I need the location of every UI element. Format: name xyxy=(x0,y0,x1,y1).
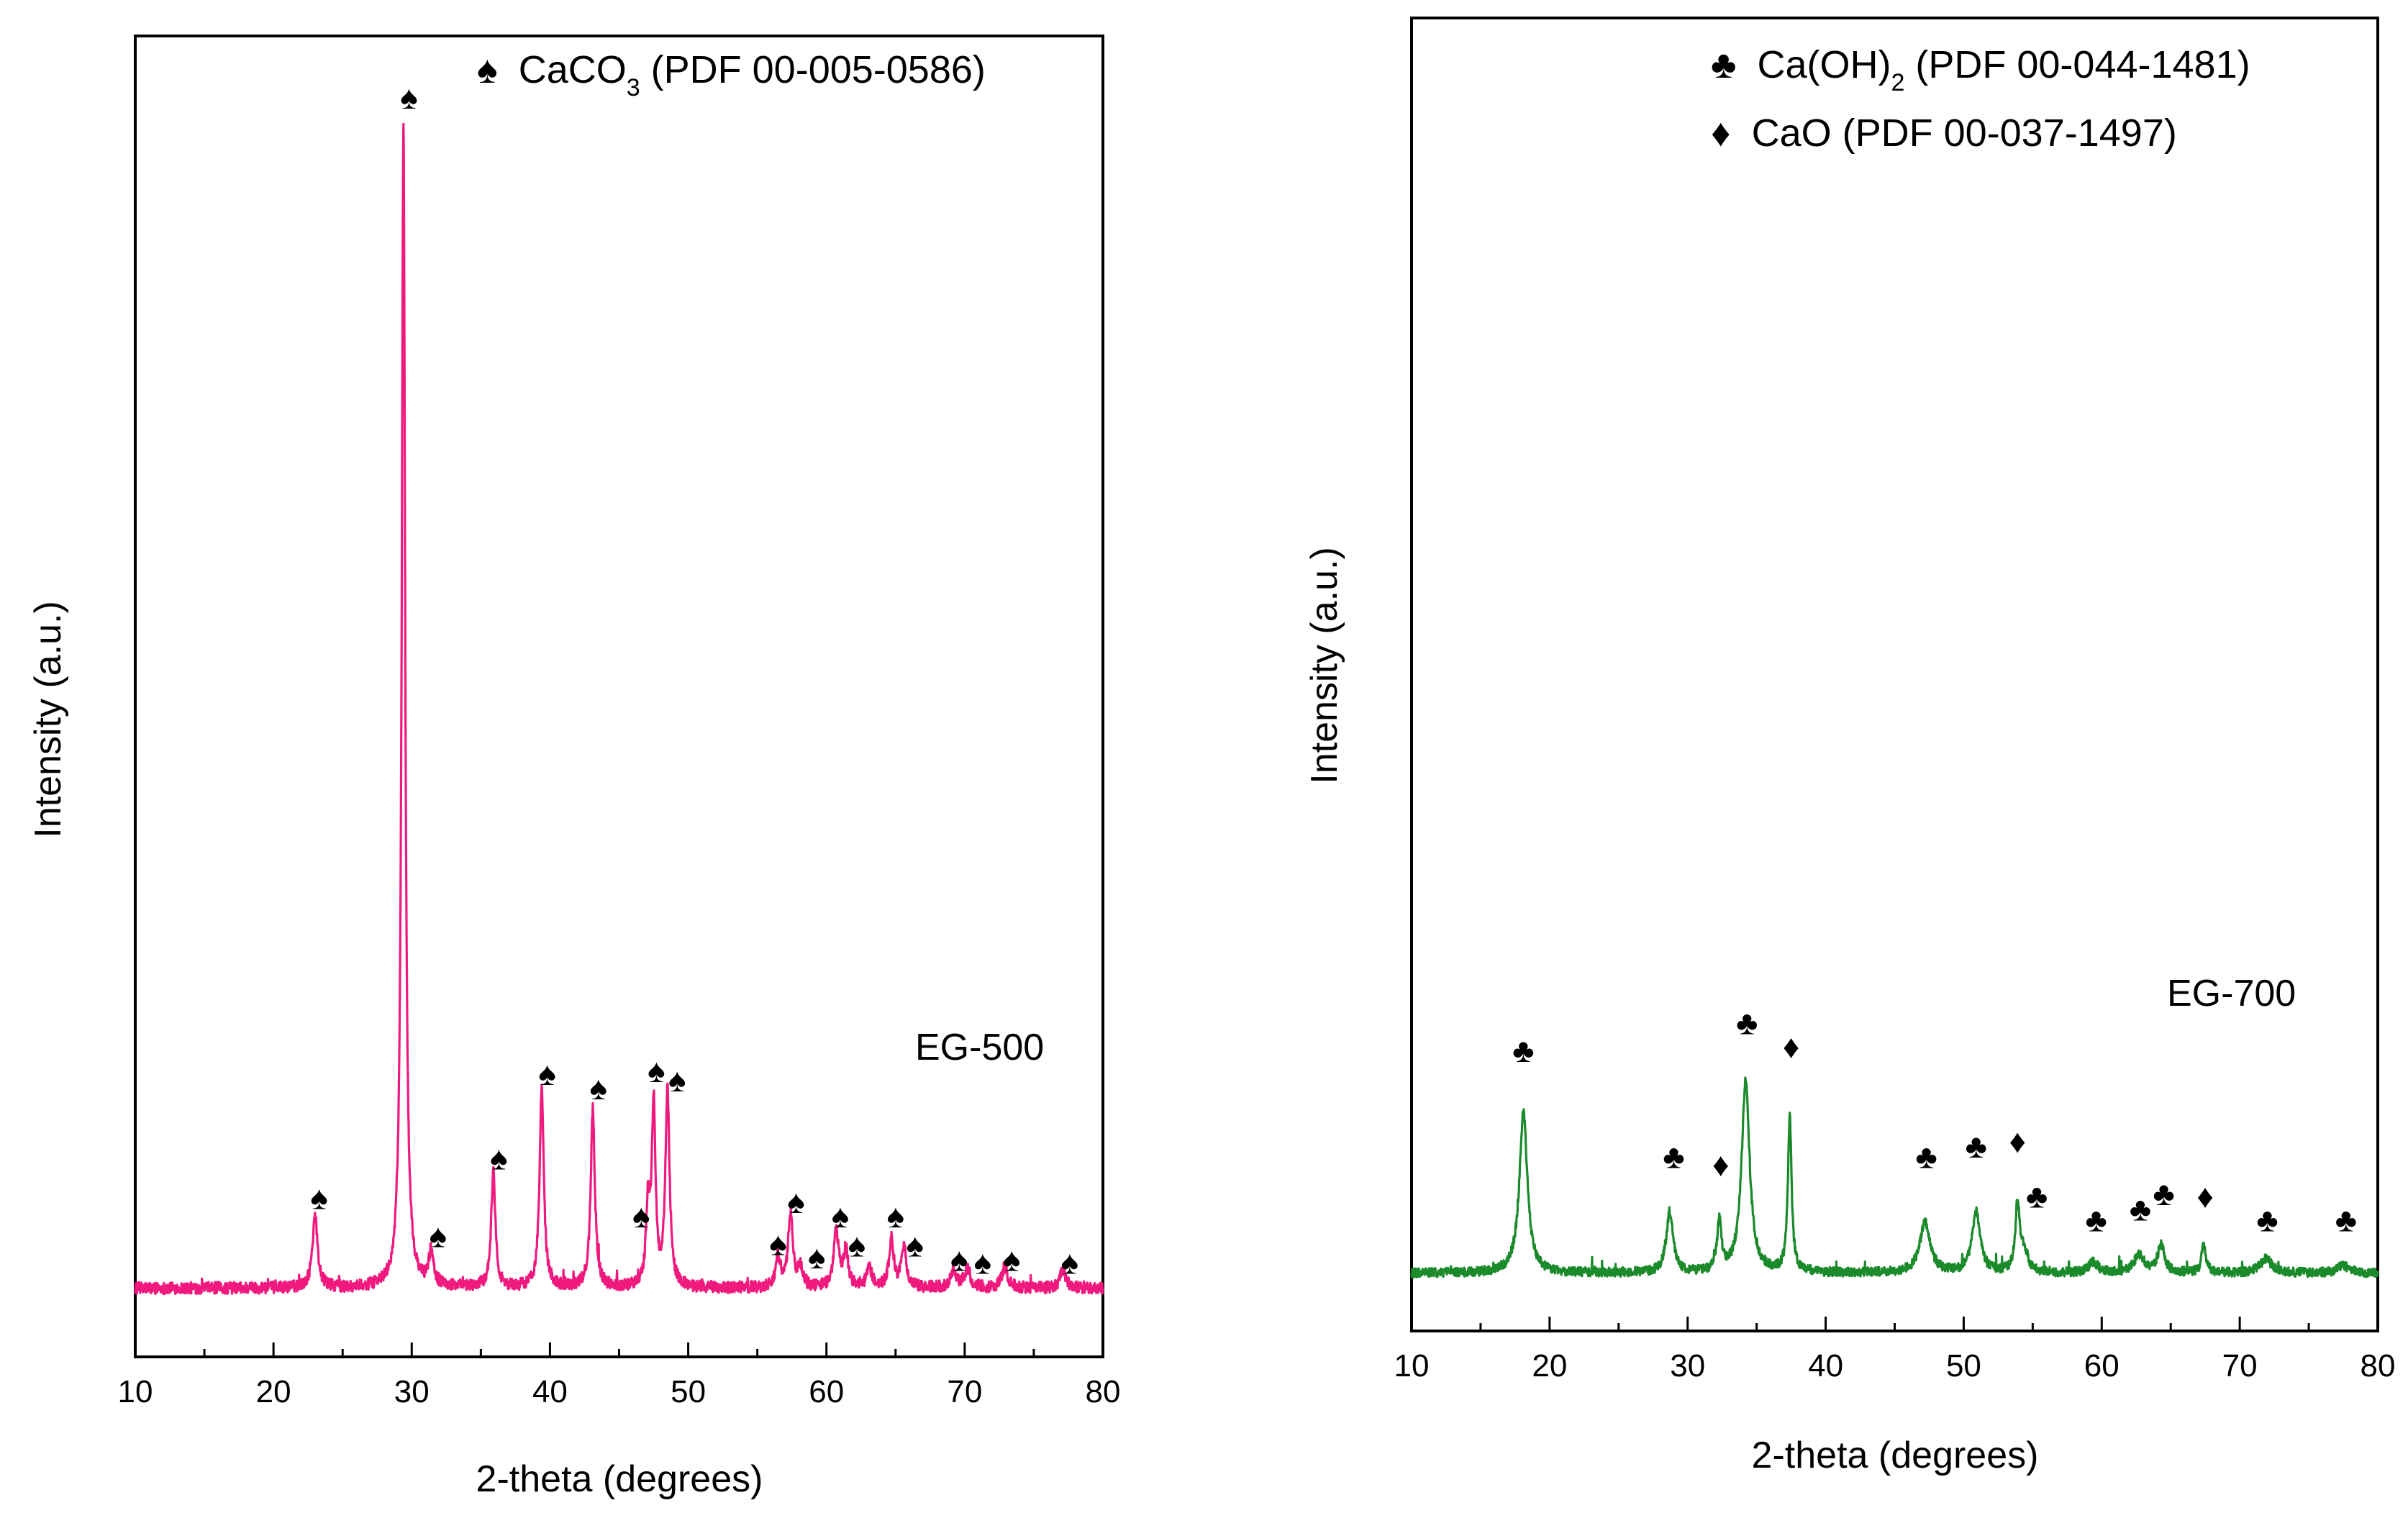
peak-marker: ♦ xyxy=(1783,1027,1799,1065)
peak-marker: ♠ xyxy=(848,1226,865,1263)
x-axis-tick-labels: 10 20 30 40 50 60 70 80 xyxy=(1394,1348,2396,1383)
peak-marker: ♠ xyxy=(538,1055,555,1092)
peak-marker: ♠ xyxy=(832,1197,849,1235)
peak-marker: ♣ xyxy=(2335,1201,2357,1238)
x-tick-label: 60 xyxy=(809,1374,844,1409)
x-tick-label: 50 xyxy=(1946,1348,1981,1383)
peak-marker: ♣ xyxy=(1736,1004,1758,1042)
x-tick-label: 80 xyxy=(1086,1374,1121,1409)
peak-marker: ♠ xyxy=(648,1052,665,1089)
x-tick-label: 60 xyxy=(2084,1348,2120,1383)
peak-marker: ♠ xyxy=(668,1061,686,1099)
peak-markers: ♠♠♠♠♠ ♠♠♠ ♠♠♠♠♠♠♠♠ ♠ ♠ ♠ ♠ xyxy=(310,78,1078,1281)
peak-marker: ♠ xyxy=(310,1178,327,1216)
peak-marker: ♠ xyxy=(1061,1243,1078,1281)
pattern-line xyxy=(134,122,1104,1296)
peak-marker: ♣ xyxy=(2153,1175,2175,1212)
legend: ♠ CaCO3 (PDF 00-005-0586) xyxy=(477,48,986,101)
plot-frame xyxy=(134,35,1104,1358)
peak-marker: ♦ xyxy=(2196,1177,2213,1214)
x-axis-title: 2-theta (degrees) xyxy=(476,1458,763,1500)
peak-markers: ♣♣ ♦♣♦♣ ♣ ♦♣♣ ♣ ♣ ♦♣ ♣ xyxy=(1512,1004,2357,1239)
x-tick-label: 80 xyxy=(2361,1348,2396,1383)
peak-marker: ♣ xyxy=(1916,1138,1937,1176)
panel-eg-700: 10 20 30 40 50 60 70 80 ♣♣ ♦♣♦♣ ♣ ♦♣♣ ♣ ♣ ♦♣ ♣ ♣ Ca(OH… xyxy=(1304,17,2396,1476)
legend-symbol: ♠ xyxy=(477,48,498,91)
x-tick-label: 20 xyxy=(1532,1348,1567,1383)
peak-marker: ♣ xyxy=(1663,1138,1684,1176)
peak-marker: ♠ xyxy=(769,1225,786,1263)
y-axis-title: Intensity (a.u.) xyxy=(27,601,69,837)
pattern-line xyxy=(1410,1076,2379,1279)
x-tick-label: 40 xyxy=(1808,1348,1843,1383)
peak-marker: ♠ xyxy=(490,1139,507,1176)
legend-text-main: Ca(OH) xyxy=(1757,43,1891,86)
x-tick-label: 10 xyxy=(118,1374,153,1409)
legend-subscript: 3 xyxy=(627,74,640,101)
peak-marker: ♠ xyxy=(787,1183,804,1220)
legend-entry-0: ♣ Ca(OH)2 (PDF 00-044-1481) xyxy=(1711,43,2250,96)
legend: ♣ Ca(OH)2 (PDF 00-044-1481) ♦ CaO (PDF 0… xyxy=(1711,43,2250,155)
peak-marker: ♣ xyxy=(1966,1127,1987,1165)
legend-text-main: CaCO xyxy=(519,48,627,91)
legend-entry-0: ♠ CaCO3 (PDF 00-005-0586) xyxy=(477,48,986,101)
peak-marker: ♣ xyxy=(1512,1032,1534,1069)
peak-marker: ♠ xyxy=(808,1238,825,1276)
panel-eg-500: 10 20 30 40 50 60 70 80 ♠♠♠♠♠ ♠♠♠ ♠♠♠♠♠♠♠♠ ♠ ♠ ♠ ♠ ♠ … xyxy=(27,35,1121,1500)
x-tick-label: 70 xyxy=(947,1374,982,1409)
x-tick-label: 40 xyxy=(532,1374,568,1409)
peak-marker: ♠ xyxy=(589,1069,606,1107)
peak-marker: ♦ xyxy=(1712,1146,1729,1183)
plot-frame xyxy=(1410,17,2379,1332)
sample-label: EG-700 xyxy=(2167,973,2296,1014)
legend-entry-1: ♦ CaO (PDF 00-037-1497) xyxy=(1711,112,2177,155)
y-axis-title: Intensity (a.u.) xyxy=(1304,547,1345,783)
peak-marker: ♠ xyxy=(974,1243,991,1281)
sample-label: EG-500 xyxy=(915,1027,1044,1068)
x-tick-label: 30 xyxy=(394,1374,430,1409)
peak-marker: ♠ xyxy=(400,78,417,116)
peak-marker: ♠ xyxy=(887,1197,904,1235)
legend-text-rest: (PDF 00-005-0586) xyxy=(640,48,986,91)
x-axis-tick-labels: 10 20 30 40 50 60 70 80 xyxy=(118,1374,1121,1409)
x-axis-title: 2-theta (degrees) xyxy=(1752,1435,2039,1476)
peak-marker: ♠ xyxy=(632,1197,650,1235)
x-tick-label: 70 xyxy=(2222,1348,2258,1383)
peak-marker: ♠ xyxy=(1003,1241,1020,1278)
peak-marker: ♣ xyxy=(2086,1201,2107,1238)
x-tick-label: 10 xyxy=(1394,1348,1430,1383)
x-tick-label: 30 xyxy=(1670,1348,1705,1383)
legend-text-main: CaO (PDF 00-037-1497) xyxy=(1752,112,2177,155)
peak-marker: ♠ xyxy=(950,1241,968,1278)
x-axis-ticks xyxy=(1410,1317,2379,1331)
x-tick-label: 20 xyxy=(256,1374,291,1409)
x-axis-ticks xyxy=(134,1342,1104,1357)
legend-symbol: ♦ xyxy=(1711,112,1731,155)
legend-text-rest: (PDF 00-044-1481) xyxy=(1904,43,2250,86)
peak-marker: ♣ xyxy=(2026,1177,2048,1214)
peak-marker: ♠ xyxy=(430,1217,447,1255)
x-tick-label: 50 xyxy=(671,1374,706,1409)
peak-marker: ♣ xyxy=(2130,1191,2151,1228)
legend-symbol: ♣ xyxy=(1711,43,1736,86)
legend-subscript: 2 xyxy=(1891,69,1904,96)
peak-marker: ♦ xyxy=(2009,1122,2026,1160)
peak-marker: ♣ xyxy=(2256,1201,2278,1238)
peak-marker: ♠ xyxy=(906,1226,923,1263)
